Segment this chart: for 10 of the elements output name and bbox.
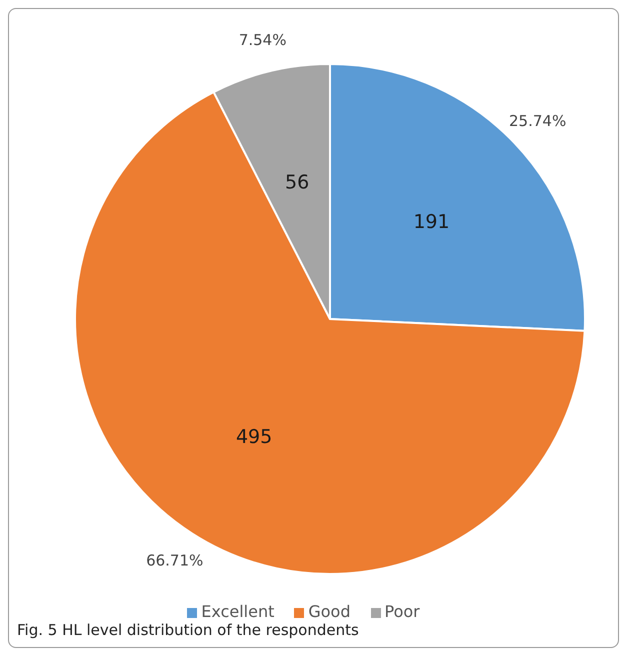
legend-label: Good [308,602,350,621]
text: 56 [284,172,310,194]
data-label: 25.74% [509,112,566,130]
data-label: 66.71% [146,551,204,570]
text: 191 [413,211,450,234]
caption: Fig. 5 HL level distribution of the respondents [16,621,360,641]
data-label: 7.54% [238,31,286,50]
text: 495 [236,426,272,448]
legend-label: Poor [384,602,420,621]
legend-label: Excellent [201,602,274,621]
